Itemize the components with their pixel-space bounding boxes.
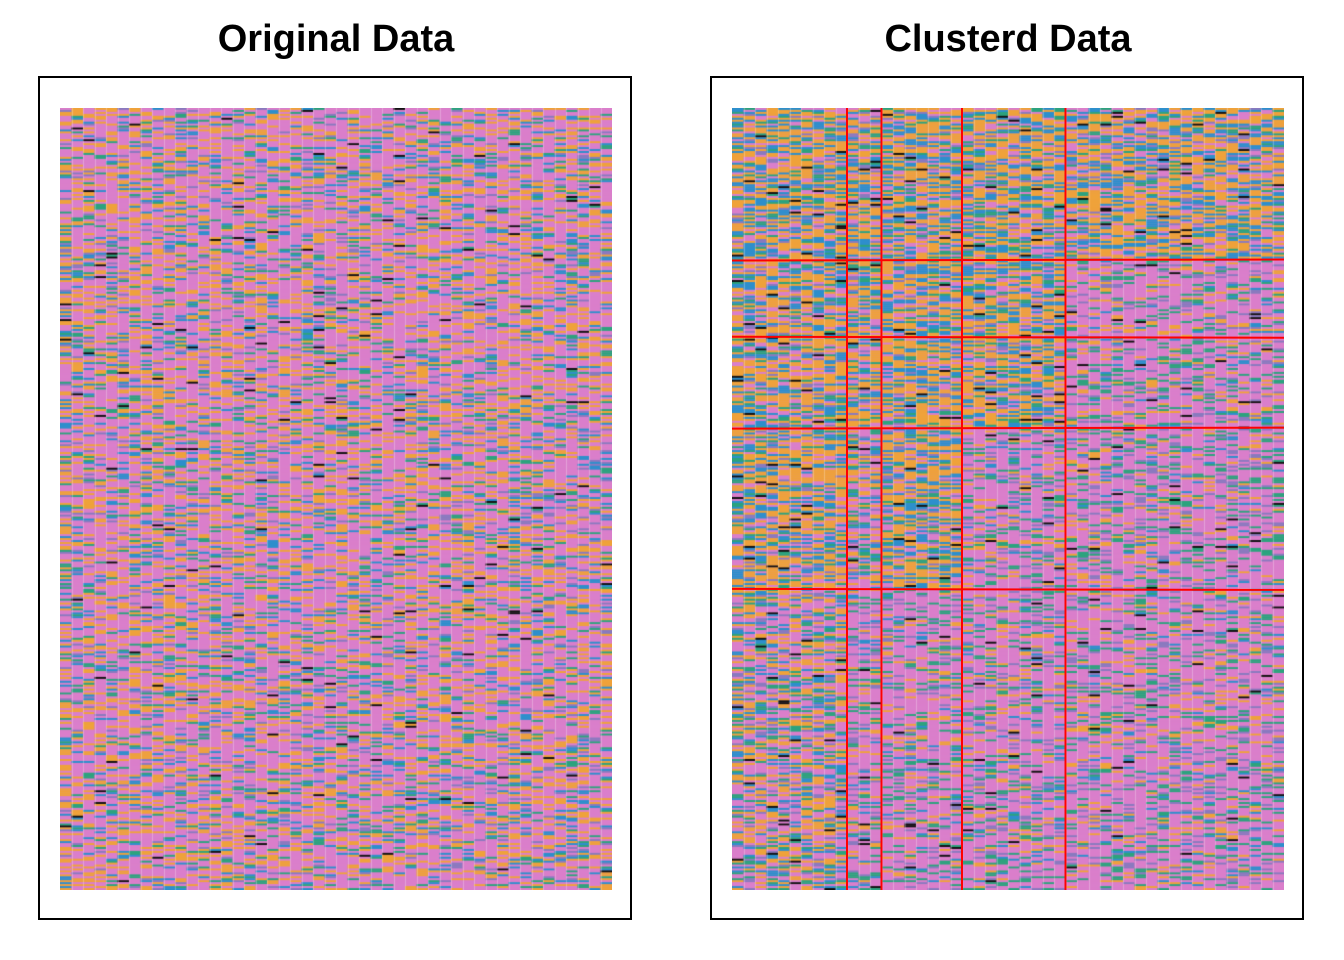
- clustered-data-heatmap: [732, 108, 1284, 890]
- row-cluster-divider-1: [731, 258, 1285, 262]
- row-cluster-divider-2: [731, 335, 1285, 339]
- cluster-dividers: [731, 108, 1285, 890]
- original-data-heatmap: [60, 108, 612, 890]
- row-cluster-divider-3: [731, 426, 1285, 430]
- left-panel-title: Original Data: [217, 18, 455, 60]
- right-panel-title: Clusterd Data: [884, 18, 1132, 60]
- row-cluster-divider-4: [731, 587, 1285, 591]
